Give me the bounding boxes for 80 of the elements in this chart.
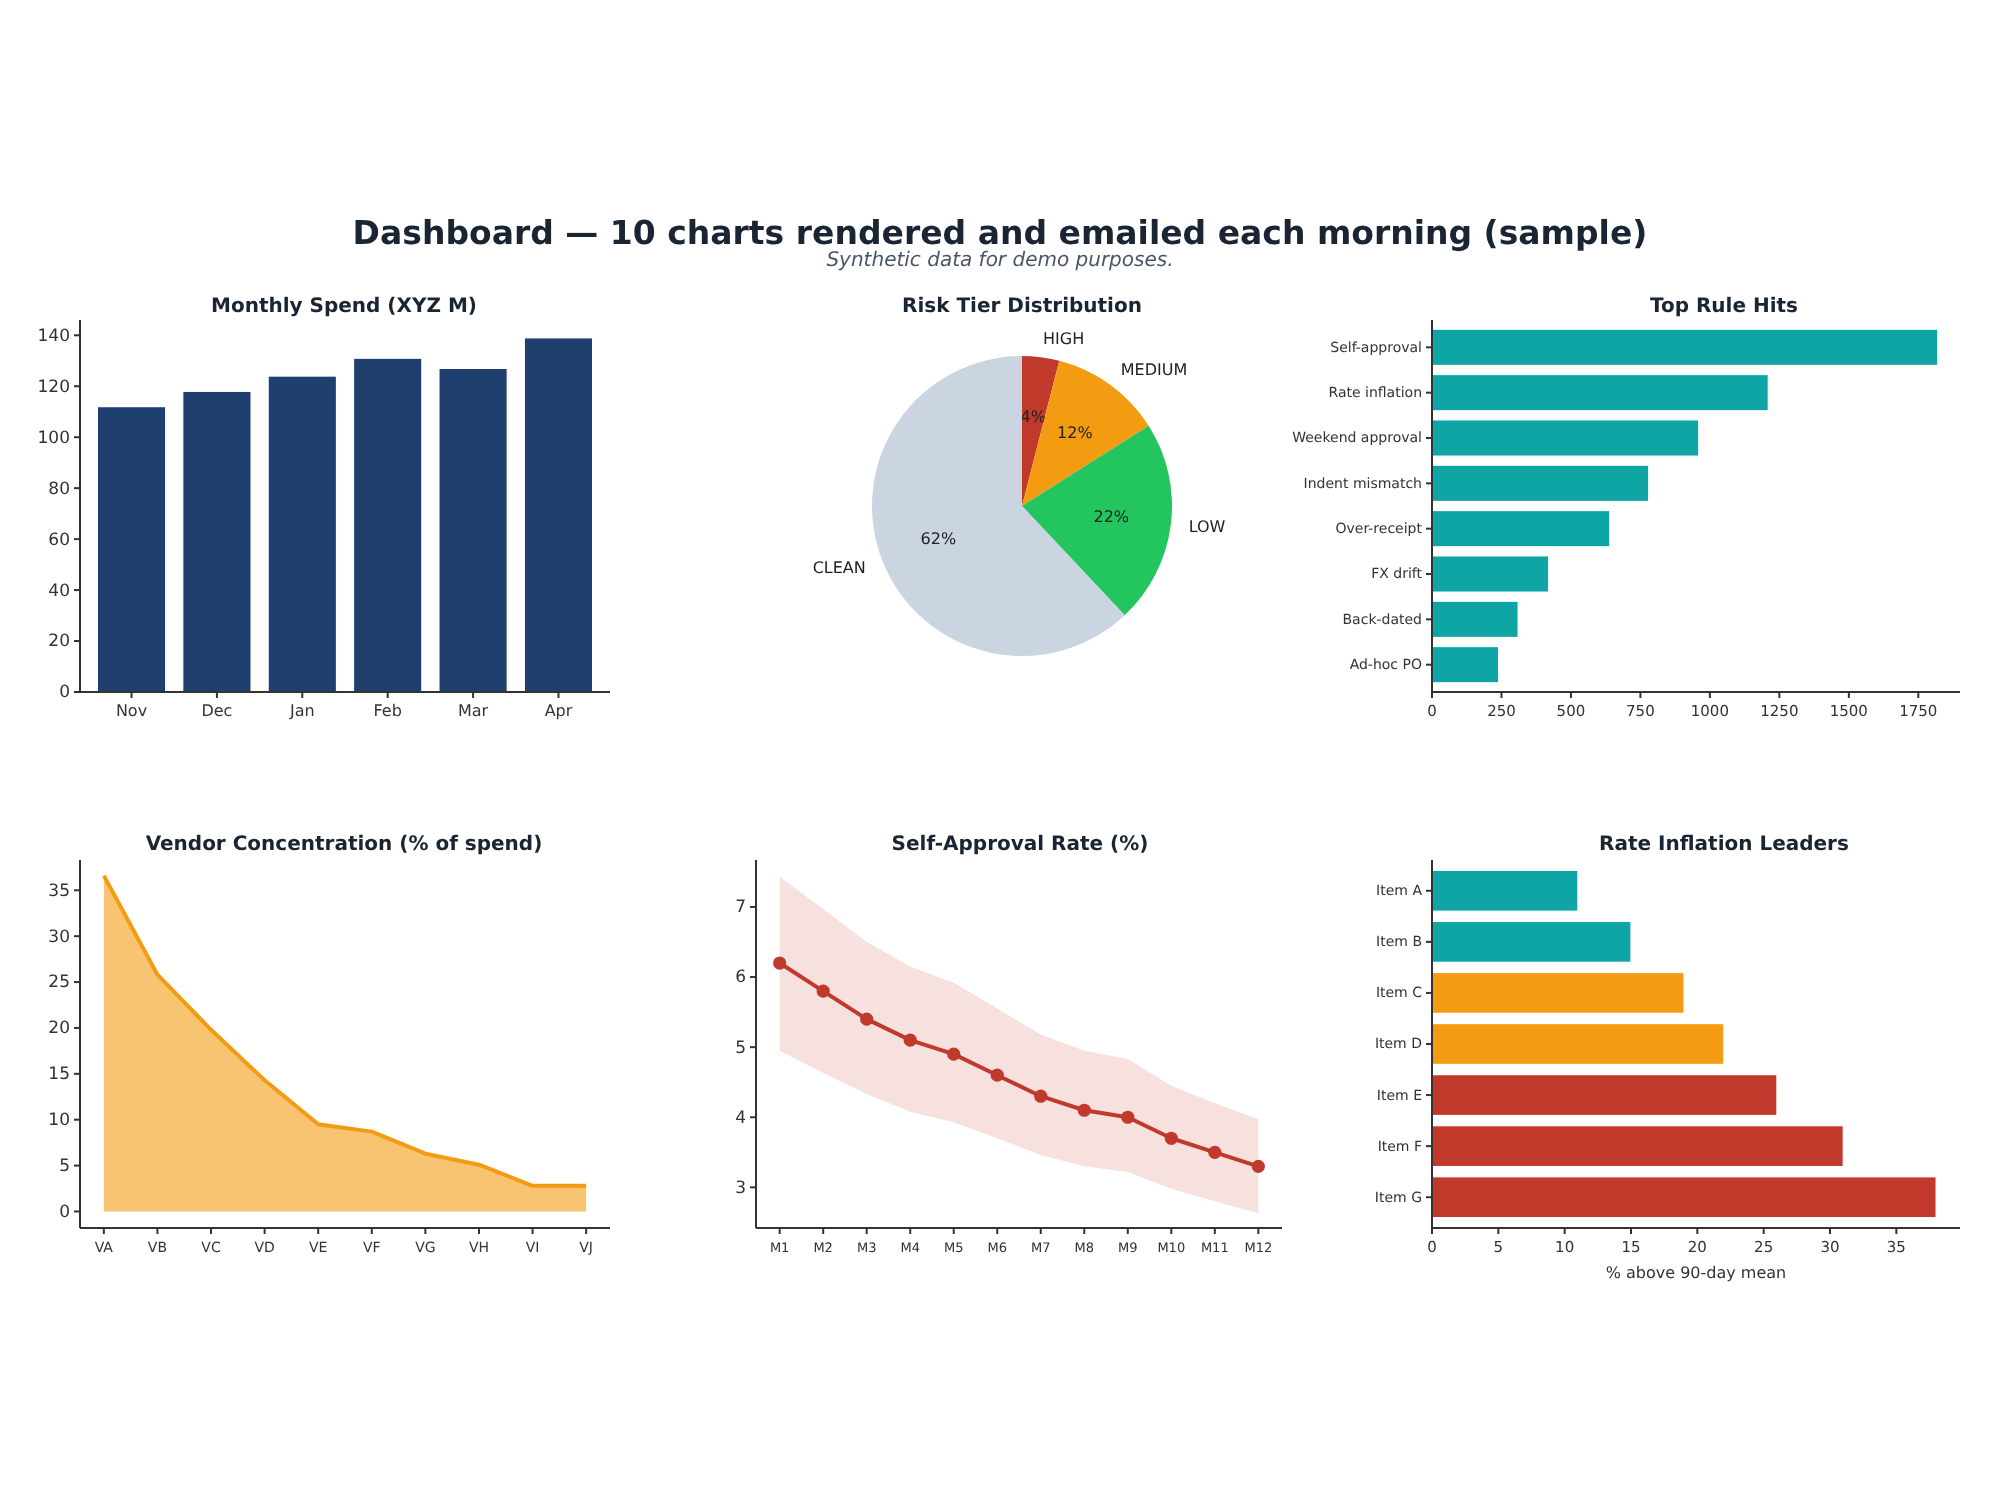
bar xyxy=(1431,971,1685,1014)
bar xyxy=(1431,1125,1844,1168)
point xyxy=(1121,1110,1135,1124)
y-tick-label: 20 xyxy=(48,632,70,653)
chart-title: Vendor Concentration (% of spend) xyxy=(145,834,543,856)
bar xyxy=(1431,419,1700,457)
y-tick-label: 7 xyxy=(735,898,746,919)
y-tick-label: 20 xyxy=(48,1019,70,1040)
pie-slice xyxy=(1022,356,1060,506)
text: Dashboard — 10 charts rendered and emailed each morning (sample) xyxy=(352,214,1648,252)
bar xyxy=(1431,645,1500,684)
chart-title: Top Rule Hits xyxy=(1649,296,1799,318)
bar xyxy=(1431,1176,1937,1219)
data-label: 62% xyxy=(920,530,957,549)
bar xyxy=(1431,509,1611,548)
point xyxy=(816,984,830,998)
y-tick-label: 80 xyxy=(48,479,70,500)
text: Synthetic data for demo purposes. xyxy=(826,250,1174,272)
y-tick-label: 0 xyxy=(59,683,70,704)
y-tick-label: 6 xyxy=(735,968,746,989)
pie-slice xyxy=(1022,425,1172,616)
x-tick-label: Mar xyxy=(457,702,490,720)
y-tick-label: 120 xyxy=(37,377,70,398)
point xyxy=(990,1068,1004,1082)
y-tick-label: 15 xyxy=(48,1065,70,1086)
data-label: 4% xyxy=(1020,407,1047,426)
y-tick-label: 40 xyxy=(48,581,70,602)
chart-title: Rate Inflation Leaders xyxy=(1599,834,1849,856)
x-tick-label: Nov xyxy=(115,702,148,720)
point xyxy=(903,1033,917,1047)
bar xyxy=(352,357,423,693)
point xyxy=(947,1047,961,1061)
y-tick-label: 25 xyxy=(48,973,70,994)
bar xyxy=(182,390,252,693)
y-tick-label: 5 xyxy=(735,1038,746,1059)
bar xyxy=(1431,600,1519,639)
slice-label: MEDIUM xyxy=(1120,361,1188,380)
bar xyxy=(1431,555,1550,593)
y-tick-label: 0 xyxy=(59,1202,70,1223)
point xyxy=(1034,1089,1048,1103)
y-tick-label: 35 xyxy=(48,881,70,902)
bar xyxy=(1431,1074,1778,1117)
chart-title: Risk Tier Distribution xyxy=(902,296,1142,318)
bar xyxy=(1431,1022,1725,1066)
y-tick-label: 30 xyxy=(48,927,70,948)
x-tick-label: Feb xyxy=(373,702,402,720)
x-tick-label: Jan xyxy=(287,702,315,720)
bar xyxy=(523,337,594,693)
data-label: 22% xyxy=(1093,508,1130,527)
point xyxy=(1251,1159,1265,1173)
bar xyxy=(1431,464,1650,503)
bar xyxy=(267,375,338,693)
bar xyxy=(1431,328,1939,367)
bar xyxy=(96,406,167,693)
bar xyxy=(1431,373,1769,412)
slice-label: CLEAN xyxy=(812,558,866,577)
point xyxy=(860,1012,874,1026)
chart-title: Monthly Spend (XYZ M) xyxy=(211,296,477,318)
chart-title: Self-Approval Rate (%) xyxy=(891,834,1149,856)
y-tick-label: 4 xyxy=(735,1108,746,1129)
x-axis-title: % above 90-day mean xyxy=(1605,1264,1787,1282)
bar xyxy=(1431,869,1579,912)
y-tick-label: 60 xyxy=(48,530,70,551)
y-tick-label: 10 xyxy=(48,1111,70,1132)
bar xyxy=(1431,920,1632,963)
bar xyxy=(438,367,508,693)
y-tick-label: 100 xyxy=(37,428,70,449)
slice-label: LOW xyxy=(1188,518,1226,537)
point xyxy=(773,956,787,970)
y-tick-label: 140 xyxy=(37,326,70,347)
point xyxy=(1164,1131,1178,1145)
x-tick-label: Dec xyxy=(201,702,233,720)
data-label: 12% xyxy=(1057,424,1094,443)
y-tick-label: 5 xyxy=(59,1157,70,1178)
slice-label: HIGH xyxy=(1043,330,1085,349)
y-tick-label: 3 xyxy=(735,1178,746,1199)
point xyxy=(1208,1145,1222,1159)
pie-slice xyxy=(872,356,1125,656)
point xyxy=(1077,1103,1091,1117)
x-tick-label: Apr xyxy=(544,702,574,720)
